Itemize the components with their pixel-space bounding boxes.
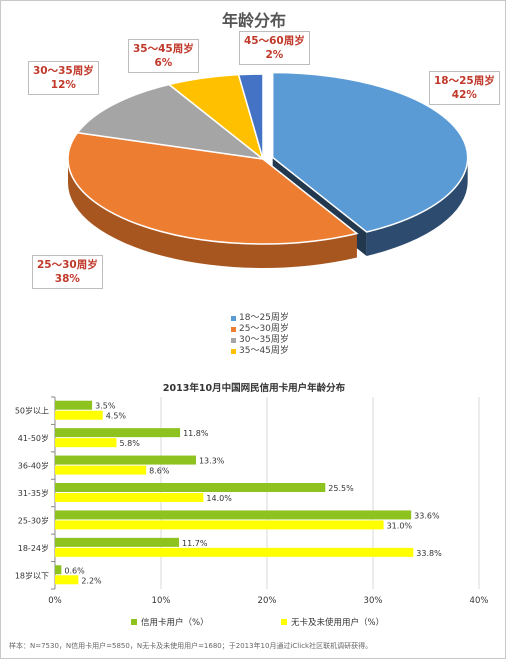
bar-value-label: 25.5%: [328, 484, 354, 493]
y-category-label: 36-40岁: [18, 461, 49, 471]
bar-value-label: 2.2%: [81, 576, 102, 585]
legend-label: 30～35周岁: [239, 335, 289, 345]
y-category-label: 18岁以下: [15, 570, 49, 580]
pie-side-wall: [366, 157, 468, 256]
bar-chart-title: 2013年10月中国网民信用卡用户年龄分布: [162, 383, 346, 394]
bar: [55, 483, 326, 492]
bar: [55, 493, 204, 502]
legend-label: 35～45周岁: [239, 346, 289, 356]
bar-value-label: 14.0%: [206, 494, 232, 503]
bar-chart: 0% 10% 20% 30% 40% 50岁以上 3.5%4.5% 41-50岁 11.8% 5.…: [15, 396, 489, 628]
bar: [55, 547, 414, 557]
bar: [55, 410, 103, 420]
bar-value-label: 11.7%: [182, 539, 208, 548]
callout-18-25: 18～25周岁 42%: [429, 71, 500, 105]
callout-30-35: 30～35周岁 12%: [28, 61, 99, 95]
y-category-label: 25-30岁: [18, 515, 49, 525]
callout-35-45: 35～45周岁 6%: [128, 39, 199, 73]
pie-slice: [76, 83, 266, 161]
x-tick-label: 30%: [364, 596, 383, 606]
x-tick-label: 20%: [258, 596, 277, 606]
bar: [55, 438, 117, 448]
bar: [55, 537, 180, 547]
bar: [55, 465, 147, 475]
footnote: 样本：N=7530，N信用卡用户=5850，N无卡及未使用用户=1680；于20…: [9, 642, 373, 650]
bar-value-label: 13.3%: [199, 457, 225, 466]
pie-slice: [237, 73, 264, 160]
pie-chart: [67, 71, 469, 268]
y-category-label: 41-50岁: [18, 433, 49, 443]
pie-legend: 18～25周岁 25～30周岁 30～35周岁 35～45周岁: [231, 313, 289, 357]
legend-label: 18～25周岁: [239, 313, 289, 323]
legend-swatch: [231, 327, 236, 332]
bar-value-label: 4.5%: [106, 412, 127, 421]
pie-slice: [67, 131, 359, 245]
bar: [55, 455, 196, 465]
bar: [55, 400, 93, 410]
x-tick-label: 40%: [470, 596, 489, 606]
bar-value-label: 3.5%: [95, 402, 116, 411]
bar-legend-label: 信用卡用户（%）: [141, 617, 209, 628]
bar-value-label: 5.8%: [119, 439, 140, 448]
bar-value-label: 33.6%: [414, 511, 440, 520]
y-category-label: 18-24岁: [18, 543, 49, 553]
x-tick-label: 0%: [48, 596, 62, 606]
bar-legend-swatch: [281, 619, 287, 625]
bar-legend-label: 无卡及未使用用户（%）: [291, 617, 384, 628]
x-tick-label: 10%: [152, 596, 171, 606]
bar: [55, 510, 412, 520]
pie-chart-title: 年龄分布: [221, 11, 286, 30]
pie-legend-item: 35～45周岁: [231, 346, 289, 357]
pie-legend-item: 18～25周岁: [231, 313, 289, 324]
y-category-label: 50岁以上: [15, 406, 49, 416]
bar-value-label: 0.6%: [64, 566, 85, 575]
legend-swatch: [231, 338, 236, 343]
pie-side-wall: [68, 159, 357, 268]
callout-45-60: 45～60周岁 2%: [239, 31, 310, 65]
legend-swatch: [231, 349, 236, 354]
bar: [55, 520, 384, 530]
bar: [55, 575, 79, 585]
pie-slice: [271, 71, 469, 233]
bar: [55, 565, 62, 575]
y-category-label: 31-35岁: [18, 488, 49, 498]
bar-value-label: 8.6%: [149, 467, 170, 476]
legend-label: 25～30周岁: [239, 324, 289, 334]
bar-legend-swatch: [131, 619, 137, 625]
pie-legend-item: 30～35周岁: [231, 335, 289, 346]
pie-legend-item: 25～30周岁: [231, 324, 289, 335]
legend-swatch: [231, 316, 236, 321]
bar: [55, 428, 181, 438]
bar-value-label: 31.0%: [387, 521, 413, 530]
bar-value-label: 11.8%: [183, 429, 209, 438]
bar-value-label: 33.8%: [416, 549, 442, 558]
callout-25-30: 25～30周岁 38%: [32, 255, 103, 289]
